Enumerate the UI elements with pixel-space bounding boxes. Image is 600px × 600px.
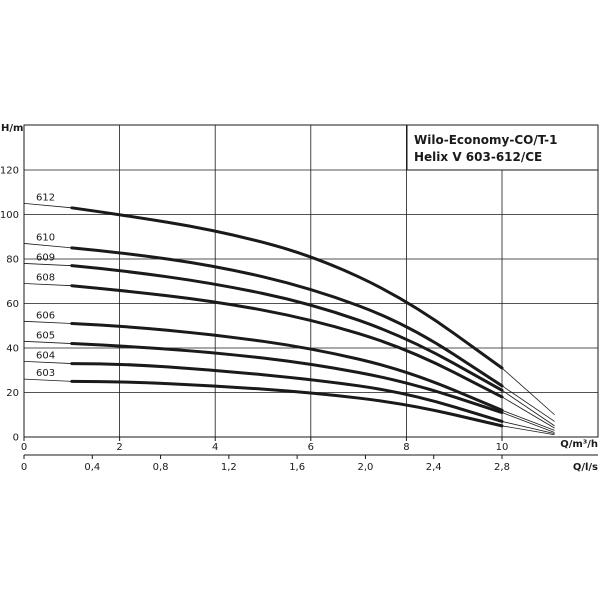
curve-606-leader [23, 320, 72, 324]
x-tick-label: 2 [116, 442, 122, 453]
series-603: 603 [23, 368, 555, 436]
y-tick-label: 20 [6, 388, 19, 399]
curve-label-612: 612 [36, 192, 55, 203]
series-608: 608 [23, 272, 555, 429]
curve-603-leader [23, 378, 72, 382]
curve-608 [70, 284, 504, 399]
x-tick-label: 10 [496, 442, 509, 453]
series-612: 612 [23, 192, 555, 416]
series-606: 606 [23, 310, 555, 431]
curve-610-leader [23, 243, 72, 249]
curve-603-extension [501, 425, 555, 436]
curve-603 [70, 379, 504, 428]
x2-axis-label: Q/l/s [573, 462, 598, 473]
curve-label-610: 610 [36, 232, 55, 243]
x-tick-label: 6 [308, 442, 314, 453]
curve-604-leader [23, 360, 72, 364]
curve-604 [70, 362, 504, 423]
curve-604-extension [501, 421, 555, 435]
curve-608-extension [501, 396, 555, 429]
curve-label-609: 609 [36, 252, 55, 263]
chart-title-line-2: Helix V 603-612/CE [414, 150, 542, 164]
y-axis-label: H/m [1, 123, 23, 134]
x2-tick-label: 2,8 [494, 462, 510, 473]
x2-tick-label: 0 [21, 462, 27, 473]
curve-609-extension [501, 389, 555, 427]
curve-608-leader [23, 283, 72, 287]
y-tick-label: 60 [6, 299, 19, 310]
series-605: 605 [23, 330, 555, 433]
y-tick-label: 40 [6, 344, 19, 355]
curve-609 [70, 264, 504, 392]
x2-tick-label: 0,4 [84, 462, 100, 473]
x2-tick-label: 1,6 [289, 462, 305, 473]
y-tick-label: 100 [0, 210, 19, 221]
curve-605-extension [501, 412, 555, 433]
curve-605-leader [23, 340, 72, 344]
curve-605 [70, 342, 504, 415]
curve-612 [70, 206, 504, 370]
curve-606 [70, 322, 504, 412]
curve-label-605: 605 [36, 330, 55, 341]
curve-606-extension [501, 409, 555, 431]
curve-label-606: 606 [36, 310, 55, 321]
curve-label-603: 603 [36, 368, 55, 379]
series-group: 612 610 609 608 606 605 604 603 [23, 192, 555, 436]
series-610: 610 [23, 232, 555, 422]
x-axis-label: Q/m³/h [560, 439, 598, 450]
curve-label-604: 604 [36, 350, 55, 361]
series-604: 604 [23, 350, 555, 435]
title-box: Wilo-Economy-CO/T-1 Helix V 603-612/CE [406, 124, 599, 171]
series-609: 609 [23, 252, 555, 427]
curve-label-608: 608 [36, 272, 55, 283]
chart-title-line-1: Wilo-Economy-CO/T-1 [414, 133, 557, 147]
x-tick-label: 0 [21, 442, 27, 453]
x2-tick-label: 2,4 [426, 462, 442, 473]
x2-tick-label: 2,0 [357, 462, 373, 473]
x-tick-label: 4 [212, 442, 218, 453]
y-tick-label: 120 [0, 166, 19, 177]
x2-tick-label: 1,2 [221, 462, 237, 473]
y-tick-label: 0 [13, 433, 19, 444]
curve-612-extension [501, 367, 555, 416]
x-tick-label: 8 [403, 442, 409, 453]
curve-609-leader [23, 263, 72, 267]
x2-tick-label: 0,8 [153, 462, 169, 473]
curve-610 [70, 246, 504, 388]
curve-612-leader [23, 202, 72, 209]
curve-610-extension [501, 385, 555, 422]
y-tick-label: 80 [6, 255, 19, 266]
title-box-frame [406, 124, 599, 171]
